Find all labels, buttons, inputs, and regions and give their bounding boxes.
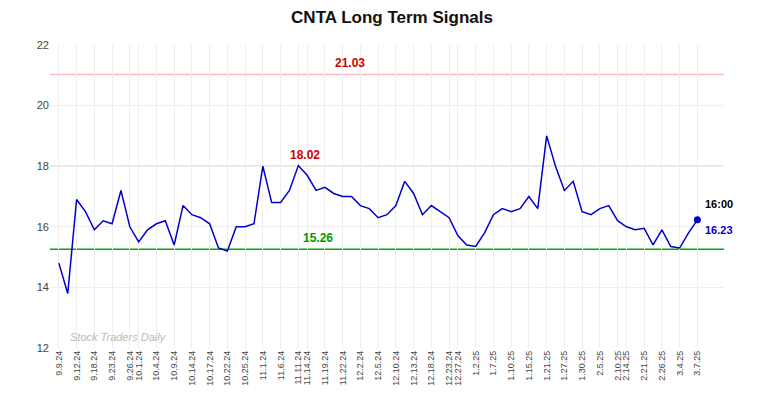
svg-text:12.5.24: 12.5.24 <box>373 351 383 381</box>
svg-text:1.27.25: 1.27.25 <box>559 351 569 381</box>
svg-text:16:00: 16:00 <box>705 198 733 210</box>
svg-text:9.9.24: 9.9.24 <box>54 351 64 376</box>
svg-text:22: 22 <box>37 39 49 51</box>
svg-text:2.14.25: 2.14.25 <box>621 351 631 381</box>
svg-text:11.1.24: 11.1.24 <box>258 351 268 380</box>
svg-text:18: 18 <box>37 160 49 172</box>
svg-text:10.22.24: 10.22.24 <box>222 351 232 386</box>
svg-text:12.18.24: 12.18.24 <box>426 351 436 386</box>
svg-text:CNTA Long Term Signals: CNTA Long Term Signals <box>291 8 493 27</box>
svg-text:21.03: 21.03 <box>335 56 365 70</box>
svg-text:10.17.24: 10.17.24 <box>205 351 215 386</box>
svg-text:2.5.25: 2.5.25 <box>595 351 605 376</box>
svg-text:20: 20 <box>37 99 49 111</box>
svg-text:16.23: 16.23 <box>705 224 733 236</box>
svg-text:12.27.24: 12.27.24 <box>453 351 463 386</box>
svg-text:9.23.24: 9.23.24 <box>107 351 117 381</box>
svg-text:15.26: 15.26 <box>303 231 333 245</box>
svg-text:11.6.24: 11.6.24 <box>276 351 286 380</box>
svg-text:12.13.24: 12.13.24 <box>409 351 419 386</box>
svg-text:14: 14 <box>37 281 49 293</box>
svg-text:12.10.24: 12.10.24 <box>391 351 401 386</box>
svg-text:12.2.24: 12.2.24 <box>355 351 365 381</box>
svg-text:1.2.25: 1.2.25 <box>471 351 481 376</box>
svg-text:1.21.25: 1.21.25 <box>542 351 552 381</box>
svg-text:11.11.24: 11.11.24 <box>293 351 303 385</box>
svg-text:2.21.25: 2.21.25 <box>639 351 649 381</box>
svg-text:10.1.24: 10.1.24 <box>134 351 144 381</box>
svg-text:18.02: 18.02 <box>290 148 320 162</box>
svg-text:12.23.24: 12.23.24 <box>444 351 454 386</box>
svg-text:1.30.25: 1.30.25 <box>577 351 587 381</box>
svg-text:11.19.24: 11.19.24 <box>320 351 330 385</box>
svg-text:9.18.24: 9.18.24 <box>89 351 99 381</box>
svg-text:12: 12 <box>37 342 49 354</box>
svg-text:9.26.24: 9.26.24 <box>125 351 135 381</box>
svg-text:11.14.24: 11.14.24 <box>302 351 312 385</box>
svg-text:2.10.25: 2.10.25 <box>613 351 623 381</box>
svg-text:1.7.25: 1.7.25 <box>488 351 498 376</box>
svg-text:3.7.25: 3.7.25 <box>692 351 702 376</box>
svg-text:Stock Traders Daily: Stock Traders Daily <box>70 331 167 343</box>
svg-text:2.26.25: 2.26.25 <box>657 351 667 381</box>
svg-text:9.12.24: 9.12.24 <box>72 351 82 381</box>
svg-text:11.22.24: 11.22.24 <box>338 351 348 385</box>
svg-text:16: 16 <box>37 221 49 233</box>
svg-text:10.4.24: 10.4.24 <box>151 351 161 381</box>
svg-text:10.9.24: 10.9.24 <box>169 351 179 381</box>
svg-text:10.25.24: 10.25.24 <box>240 351 250 386</box>
svg-text:1.15.25: 1.15.25 <box>524 351 534 381</box>
svg-text:1.10.25: 1.10.25 <box>506 351 516 381</box>
svg-text:3.4.25: 3.4.25 <box>675 351 685 376</box>
svg-text:10.14.24: 10.14.24 <box>187 351 197 386</box>
